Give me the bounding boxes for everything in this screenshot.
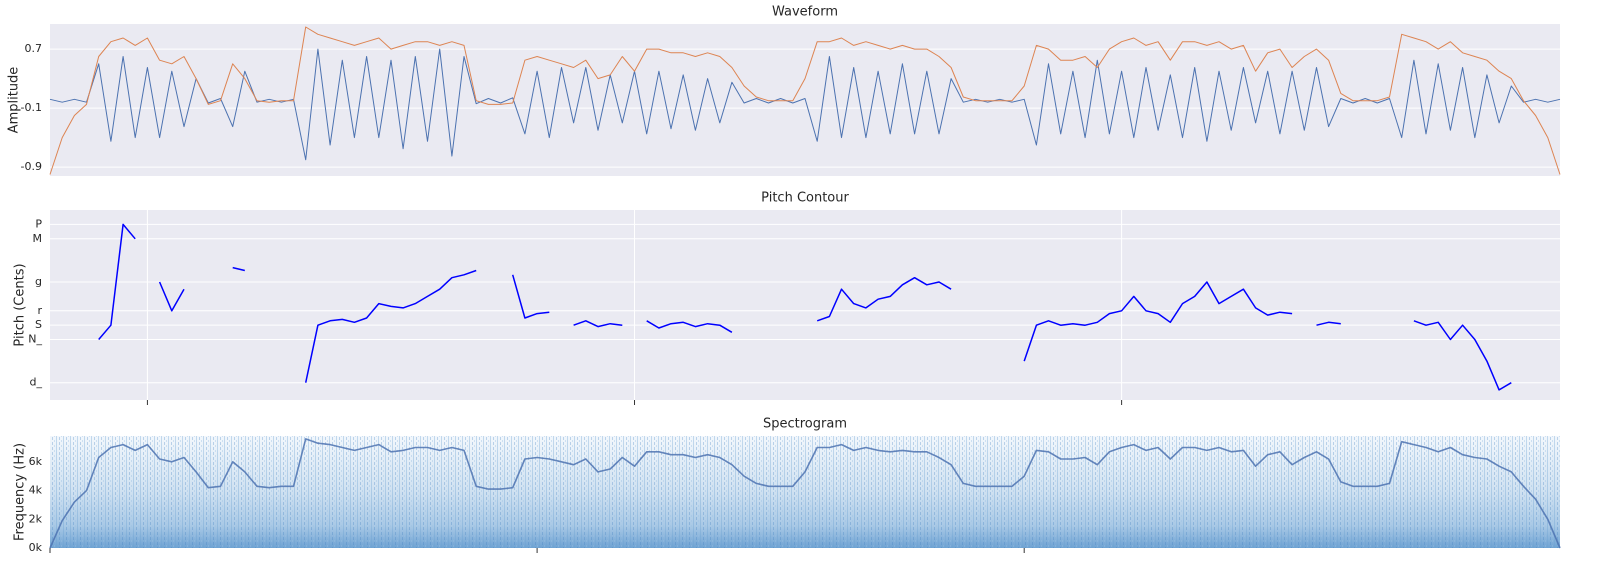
y-tick-label: r	[37, 304, 42, 317]
series-line	[232, 266, 245, 272]
y-axis-label: Frequency (Hz)	[13, 443, 28, 541]
series-line	[304, 269, 477, 383]
y-axis-label: Amplitude	[7, 67, 22, 134]
series-line	[1316, 321, 1341, 326]
y-tick-label: 4k	[29, 484, 43, 497]
panel-title: Pitch Contour	[761, 191, 849, 206]
y-tick-label: d_	[30, 376, 43, 389]
y-tick-label: N_	[28, 333, 42, 346]
panel-title: Spectrogram	[763, 417, 847, 432]
spectrogram-texture	[50, 436, 1560, 548]
y-tick-label: S	[35, 318, 42, 331]
y-tick-label: -0.9	[21, 160, 42, 173]
series-line	[1413, 320, 1512, 391]
series-line	[573, 320, 623, 328]
y-tick-label: -0.1	[21, 101, 42, 114]
y-tick-label: 0k	[29, 541, 43, 554]
y-tick-label: 6k	[29, 455, 43, 468]
y-axis-label: Pitch (Cents)	[13, 263, 28, 346]
series-line	[49, 438, 1561, 549]
series-line	[158, 281, 185, 312]
y-tick-label: 2k	[29, 512, 43, 525]
series-line	[49, 48, 1561, 161]
y-tick-label: M	[33, 232, 43, 245]
series-line	[1023, 281, 1293, 362]
panel-title: Waveform	[772, 5, 838, 20]
series-line	[49, 26, 1561, 175]
y-tick-label: 0.7	[25, 42, 43, 55]
plot-area	[50, 210, 1560, 400]
series-line	[98, 223, 136, 340]
y-tick-label: P	[35, 217, 42, 230]
series-line	[646, 320, 733, 333]
series-line	[511, 274, 550, 319]
series-line	[816, 276, 952, 322]
y-tick-label: g	[35, 275, 42, 288]
